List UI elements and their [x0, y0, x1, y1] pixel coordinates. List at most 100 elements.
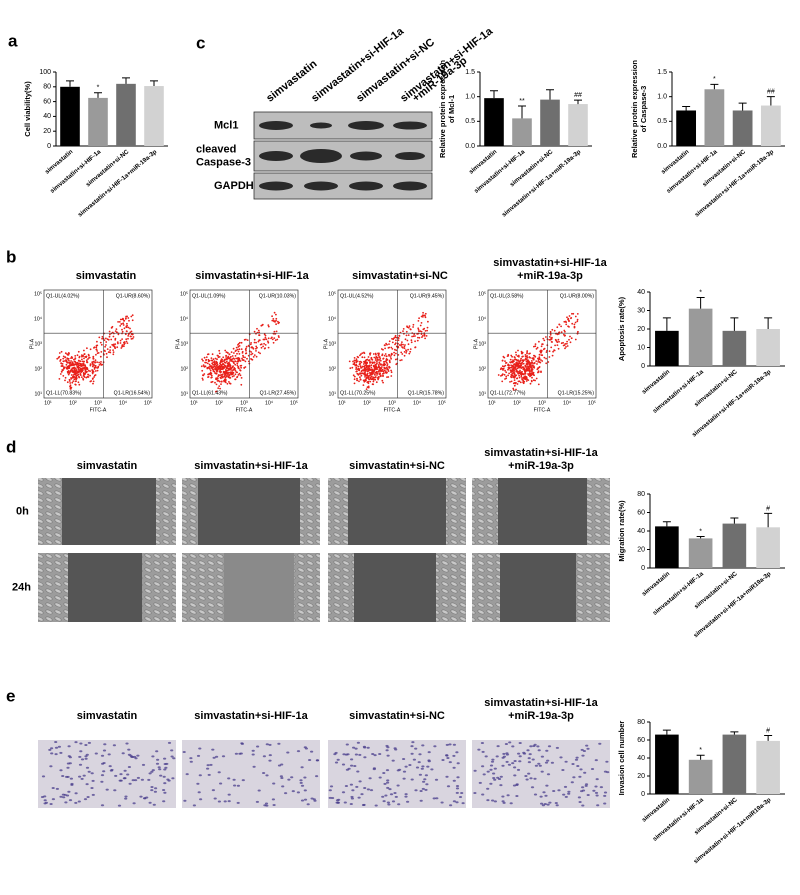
event-dot [414, 346, 417, 349]
event-dot [237, 374, 240, 376]
event-dot [540, 349, 543, 352]
stained-cell [555, 746, 560, 749]
stained-cell [527, 772, 531, 775]
stained-cell [354, 753, 358, 756]
event-dot [251, 352, 254, 355]
stained-cell [385, 749, 389, 752]
event-dot [83, 375, 85, 378]
event-dot [515, 374, 518, 377]
y-tick-label: 10⁵ [180, 291, 188, 297]
event-dot [112, 335, 115, 338]
event-dot [379, 370, 381, 373]
stained-cell [545, 749, 549, 752]
event-dot [366, 372, 369, 375]
event-dot [367, 365, 369, 367]
event-dot [222, 362, 224, 365]
event-dot [378, 369, 380, 371]
event-dot [512, 365, 515, 368]
blot-band [393, 181, 427, 191]
event-dot [271, 336, 273, 339]
stained-cell [132, 802, 136, 805]
event-dot [519, 371, 521, 373]
column-title: +miR-19a-3p [508, 710, 574, 722]
event-dot [359, 378, 362, 381]
event-dot [376, 374, 378, 376]
event-dot [233, 358, 236, 360]
event-dot [60, 350, 63, 353]
stained-cell [264, 802, 269, 805]
event-dot [257, 329, 260, 332]
event-dot [501, 380, 504, 383]
stained-cell [508, 741, 512, 744]
stained-cell [496, 745, 500, 748]
event-dot [94, 359, 97, 362]
event-dot [352, 374, 355, 377]
stained-cell [432, 797, 436, 800]
stained-cell [141, 763, 146, 766]
stained-cell [303, 776, 307, 779]
event-dot [380, 363, 382, 365]
event-dot [382, 374, 384, 377]
event-dot [234, 355, 237, 357]
stained-cell [526, 749, 530, 752]
error-bar [730, 517, 739, 524]
event-dot [91, 369, 93, 371]
stained-cell [151, 769, 155, 772]
stained-cell [59, 795, 63, 798]
stained-cell [368, 777, 372, 780]
event-dot [540, 370, 542, 373]
event-dot [225, 367, 228, 370]
column-title: +miR-19a-3p [517, 270, 583, 282]
event-dot [363, 351, 365, 354]
event-dot [227, 375, 230, 378]
stained-cell [356, 770, 360, 773]
event-dot [397, 339, 400, 342]
event-dot [355, 364, 358, 367]
event-dot [233, 352, 235, 354]
stained-cell [518, 742, 522, 744]
event-dot [422, 328, 425, 331]
event-dot [87, 369, 90, 372]
bar [756, 527, 780, 568]
event-dot [220, 364, 223, 367]
event-dot [255, 355, 258, 358]
stained-cell [544, 761, 549, 764]
event-dot [363, 369, 365, 372]
error-bar [738, 102, 747, 111]
event-dot [369, 373, 372, 376]
event-dot [127, 326, 130, 329]
event-dot [96, 350, 99, 352]
event-dot [513, 373, 516, 376]
event-dot [393, 351, 395, 354]
stained-cell [167, 779, 171, 782]
error-bar [94, 92, 102, 98]
stained-cell [41, 775, 46, 778]
y-axis-label: PI-A [473, 338, 479, 349]
y-tick-label: 10¹ [35, 391, 43, 397]
event-dot [200, 365, 203, 368]
event-dot [124, 342, 126, 344]
stained-cell [559, 756, 563, 759]
stained-cell [584, 784, 588, 787]
quadrant-label: Q1-UR(10.03%) [259, 293, 296, 299]
event-dot [362, 384, 365, 386]
event-dot [219, 369, 222, 372]
event-dot [513, 382, 516, 384]
event-dot [236, 362, 239, 365]
event-dot [523, 373, 526, 375]
event-dot [99, 362, 102, 365]
event-dot [540, 345, 543, 348]
event-dot [203, 373, 206, 375]
stained-cell [393, 792, 397, 794]
event-dot [228, 381, 230, 383]
event-dot [505, 375, 508, 378]
stained-cell [83, 798, 88, 801]
event-dot [229, 377, 232, 379]
bar [760, 105, 781, 146]
event-dot [85, 359, 88, 362]
event-dot [537, 383, 540, 386]
event-dot [533, 354, 535, 357]
y-tick-label: 10² [479, 366, 487, 372]
stained-cell [355, 785, 359, 788]
event-dot [60, 365, 63, 367]
